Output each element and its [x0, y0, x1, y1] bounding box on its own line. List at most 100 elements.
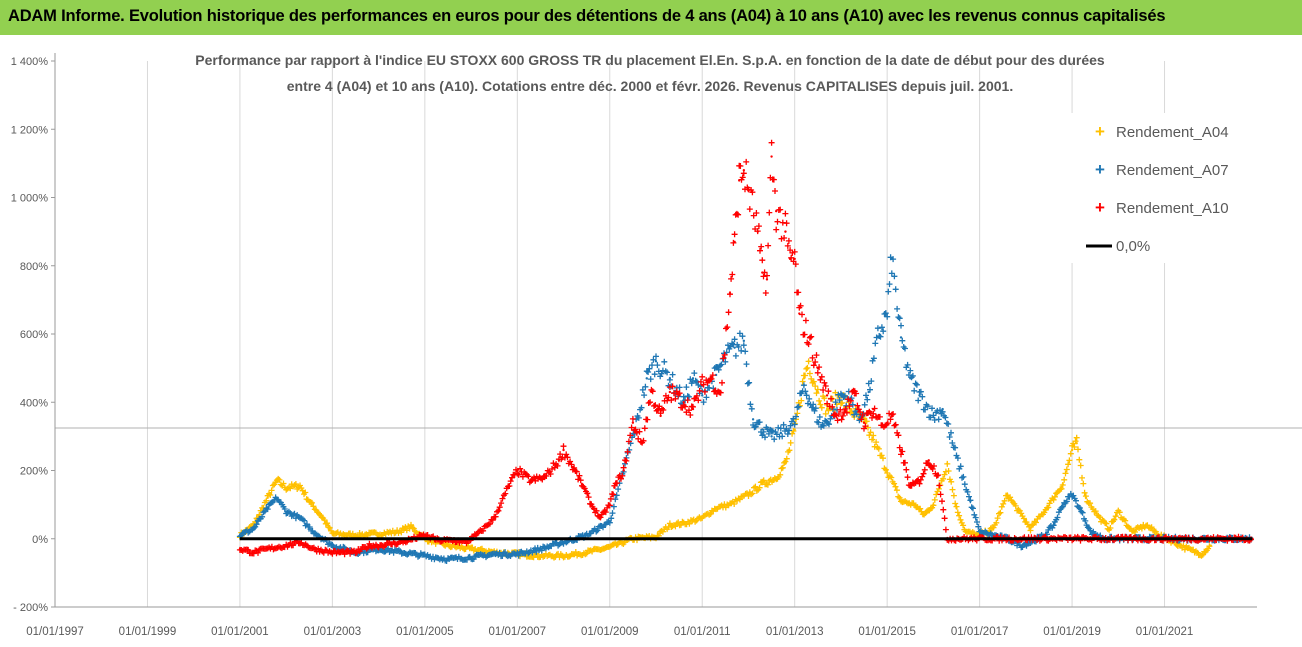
data-point — [1020, 544, 1023, 547]
x-tick-label: 01/01/2019 — [1043, 626, 1101, 638]
performance-chart: - 200% 0% 200% 400% 600% 800% 1 000% 1 200% 1 40… — [0, 35, 1302, 647]
data-point — [543, 476, 547, 479]
x-tick-label: 01/01/2015 — [858, 626, 916, 638]
data-point — [946, 462, 949, 465]
data-point — [765, 278, 769, 281]
data-point — [701, 383, 704, 387]
data-point — [539, 554, 542, 558]
data-point — [308, 500, 311, 503]
data-point — [400, 551, 403, 554]
data-point — [492, 552, 496, 556]
data-point — [266, 506, 269, 510]
y-tick-label: 600% — [20, 329, 48, 341]
x-tick-label: 01/01/1999 — [119, 626, 177, 638]
data-point — [446, 544, 450, 547]
data-point — [890, 414, 893, 418]
data-point — [469, 556, 473, 559]
data-point — [1061, 482, 1065, 486]
data-point — [816, 390, 820, 394]
legend-label-zero: 0,0% — [1116, 238, 1150, 255]
data-point — [955, 455, 958, 459]
data-point — [909, 377, 912, 380]
data-point — [654, 360, 658, 363]
data-point — [807, 336, 810, 339]
data-point — [650, 390, 653, 394]
x-tick-label: 01/01/2021 — [1136, 626, 1194, 638]
report-banner: ADAM Informe. Evolution historique des p… — [0, 0, 1302, 35]
x-tick-label: 01/01/2011 — [674, 626, 731, 638]
data-point — [899, 500, 903, 503]
data-point — [802, 383, 806, 387]
data-point — [640, 442, 644, 445]
data-point — [608, 546, 611, 549]
data-point — [368, 544, 371, 547]
data-point — [284, 544, 288, 547]
x-tick-label: 01/01/2017 — [951, 626, 1009, 638]
data-point — [775, 209, 778, 213]
data-point — [321, 517, 325, 520]
data-point — [1029, 527, 1032, 530]
data-point — [1070, 448, 1074, 452]
data-point — [516, 552, 519, 556]
data-point — [1089, 530, 1092, 534]
data-point — [1070, 493, 1074, 496]
y-tick-label: 800% — [20, 261, 48, 273]
data-point — [668, 377, 672, 380]
data-point — [238, 534, 242, 537]
data-point — [742, 339, 746, 343]
data-point — [802, 377, 806, 380]
data-point — [580, 482, 584, 486]
data-point — [465, 540, 468, 544]
y-axis: - 200% 0% 200% 400% 600% 800% 1 000% 1 200% 1 40… — [11, 56, 55, 614]
x-axis: 01/01/1997 01/01/1999 01/01/2001 01/01/2003… — [26, 626, 1193, 638]
data-point — [788, 257, 792, 261]
y-tick-label: 1 400% — [11, 56, 49, 68]
x-tick-label: 01/01/2003 — [304, 626, 362, 638]
x-tick-label: 01/01/2009 — [581, 626, 639, 638]
data-point — [275, 496, 279, 499]
x-tick-label: 01/01/1997 — [26, 626, 84, 638]
chart-title-line-1: Performance par rapport à l'indice EU ST… — [195, 52, 1105, 68]
data-point — [927, 459, 930, 462]
data-point — [714, 506, 718, 510]
data-point — [867, 390, 870, 394]
legend: + Rendement_A04 + Rendement_A07 + Rendem… — [1070, 113, 1270, 263]
data-point — [354, 551, 357, 554]
data-point — [479, 530, 482, 534]
data-point — [562, 540, 565, 544]
data-point — [936, 472, 940, 476]
data-point — [1020, 513, 1023, 517]
data-point — [238, 547, 242, 551]
data-point — [798, 312, 801, 315]
data-point — [599, 517, 602, 520]
data-point — [284, 486, 288, 489]
data-point — [779, 431, 783, 435]
data-point — [312, 530, 316, 534]
data-point — [284, 510, 288, 513]
data-point — [1075, 442, 1078, 445]
data-point — [701, 394, 704, 397]
data-point — [733, 346, 736, 349]
x-tick-label: 01/01/2013 — [766, 626, 824, 638]
legend-label-a10: Rendement_A10 — [1116, 200, 1229, 217]
data-point — [252, 527, 255, 530]
data-point — [631, 421, 635, 424]
y-tick-label: 1 200% — [11, 124, 49, 136]
data-point — [423, 534, 427, 537]
data-point — [918, 394, 921, 397]
data-point — [992, 527, 995, 530]
data-point — [608, 520, 611, 523]
data-point — [1144, 523, 1148, 527]
data-point — [835, 414, 838, 418]
data-point — [354, 534, 357, 537]
legend-marker-a07: + — [1095, 160, 1105, 179]
data-point — [872, 438, 875, 441]
legend-label-a04: Rendement_A04 — [1116, 124, 1229, 141]
data-point — [853, 394, 856, 397]
data-point — [899, 336, 903, 339]
data-point — [275, 479, 279, 482]
data-point — [807, 360, 810, 363]
data-point — [516, 469, 519, 472]
data-point — [969, 500, 972, 503]
series-layer — [236, 139, 1254, 564]
